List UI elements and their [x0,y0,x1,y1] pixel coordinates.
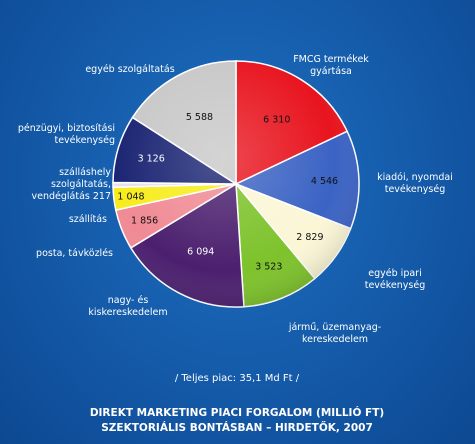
slice-category-label: szálláshely szolgáltatás, vendéglátás 217 [31,167,111,202]
slice-category-label: pénzügyi, biztosítási tevékenység [18,123,115,146]
slice-value-label: 1 856 [131,215,158,226]
slice-value-label: 3 523 [255,261,282,272]
slice-category-label: FMCG termékek gyártása [293,54,369,77]
slice-category-label: jármű, üzemanyag-kereskedelem [288,322,381,345]
slice-value-label: 2 829 [296,232,323,243]
slice-category-label: egyéb szolgáltatás [85,64,174,75]
slice-value-label: 6 310 [263,115,290,126]
total-market-label: / Teljes piac: 35,1 Md Ft / [175,373,300,384]
slice-category-label: posta, távközlés [36,248,113,259]
slice-category-label: kiadói, nyomdai tevékenység [377,172,453,195]
slice-value-label: 3 126 [138,154,165,165]
slice-category-label: egyéb ipari tevékenység [365,268,426,291]
slice-value-label: 4 546 [311,176,338,187]
slice-category-label: nagy- és kiskereskedelem [88,295,167,318]
slice-value-label: 1 048 [117,192,144,203]
slice-value-label: 6 094 [187,247,214,258]
chart-title-line-1: DIREKT MARKETING PIACI FORGALOM (MILLIÓ … [90,406,384,419]
slice-value-label: 5 588 [186,112,213,123]
chart-title-line-2: SZEKTORIÁLIS BONTÁSBAN – HIRDETŐK, 2007 [101,420,373,434]
slice-category-label: szállítás [69,214,107,225]
